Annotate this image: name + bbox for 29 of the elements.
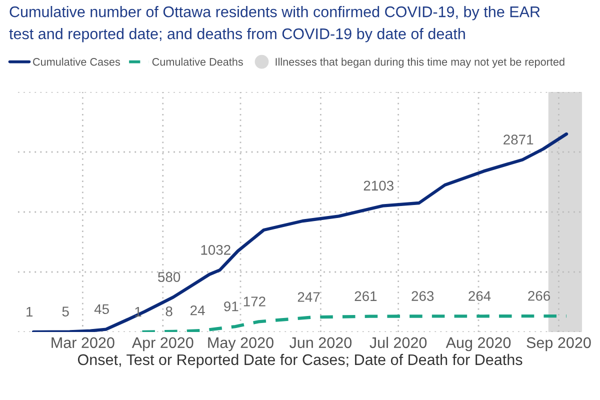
x-tick-label: Mar 2020 — [52, 337, 114, 348]
data-label: 1 — [26, 307, 33, 317]
data-label: 2871 — [504, 134, 534, 144]
data-label: 261 — [354, 291, 377, 302]
data-label: 247 — [298, 292, 320, 302]
chart-subtitle: test and reported date; and deaths from COVID-19 by date of death — [9, 28, 465, 42]
legend-label: Cumulative Cases — [33, 58, 120, 66]
data-label: 24 — [190, 305, 205, 316]
data-label: 5 — [62, 306, 69, 316]
legend-label: Cumulative Deaths — [152, 58, 243, 66]
data-label: 263 — [412, 291, 434, 301]
x-tick-label: May 2020 — [208, 337, 274, 352]
legend-label: Illnesses that began during this time may not yet be reported — [276, 58, 564, 68]
data-label: 45 — [94, 304, 109, 314]
data-label: 2103 — [364, 180, 394, 191]
data-label: 8 — [166, 306, 172, 316]
data-label: 172 — [244, 296, 266, 306]
data-label: 266 — [528, 290, 550, 301]
x-axis-title: Onset, Test or Reported Date for Cases; Date of Death for Deaths — [78, 354, 522, 368]
x-tick-label: Apr 2020 — [132, 337, 194, 352]
data-label: 1032 — [201, 245, 230, 255]
data-label: 91 — [224, 301, 238, 312]
data-label: 264 — [468, 291, 491, 301]
chart-title: Cumulative number of Ottawa residents with confirmed COVID-19, by the EAR — [10, 6, 540, 20]
data-label: 580 — [158, 272, 180, 282]
x-tick-label: Jul 2020 — [370, 336, 427, 348]
x-tick-label: Aug 2020 — [446, 337, 511, 352]
x-tick-label: Jun 2020 — [290, 337, 352, 348]
x-tick-label: Sep 2020 — [526, 337, 591, 352]
